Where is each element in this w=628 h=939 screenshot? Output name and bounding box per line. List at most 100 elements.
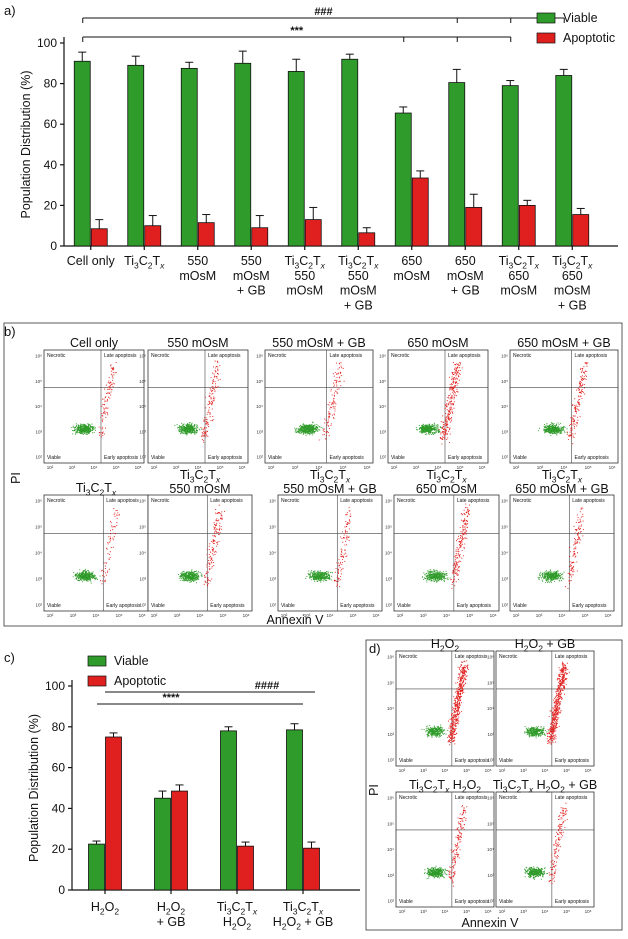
bar-viable-4 xyxy=(287,71,305,247)
flow-y-tick: 10⁵ xyxy=(35,379,42,384)
flow-x-tick: 10⁵ xyxy=(116,613,123,618)
flow-x-tick: 10⁵ xyxy=(466,613,473,618)
plot-frame xyxy=(264,349,374,464)
flow-y-tick: 10⁶ xyxy=(139,499,146,504)
y-tick-label: 60 xyxy=(52,761,66,775)
flow-x-tick: 10⁵ xyxy=(582,613,589,618)
flow-x-tick: 10³ xyxy=(536,613,543,618)
bar-viable-0 xyxy=(73,60,91,247)
y-tick-label: 40 xyxy=(52,801,66,815)
flow-plot-title: 650 mOsM xyxy=(416,482,477,496)
flow-x-tick: 10⁵ xyxy=(463,768,470,773)
flow-plot: Necrotic Late apoptosis Viable Early apopto… xyxy=(487,650,595,773)
flow-x-tick: 10³ xyxy=(420,613,427,618)
flow-y-tick: 10³ xyxy=(387,732,394,737)
flow-x-tick: 10² xyxy=(281,613,288,618)
flow-x-tick: 10⁴ xyxy=(442,909,449,914)
quad-label-necrotic: Necrotic xyxy=(499,654,518,660)
flow-y-tick: 10² xyxy=(487,758,494,763)
x-tick-label: + GB xyxy=(344,298,373,312)
bar-viable-3 xyxy=(234,62,252,247)
flow-y-tick: 10⁵ xyxy=(139,525,146,530)
plot-frame xyxy=(395,791,495,908)
quad-label-necrotic: Necrotic xyxy=(513,353,532,359)
flow-x-tick: 10² xyxy=(151,613,158,618)
flow-y-tick: 10⁶ xyxy=(387,655,394,660)
flow-y-tick: 10⁴ xyxy=(269,551,276,556)
quad-label-necrotic: Necrotic xyxy=(47,353,66,359)
flow-plot-title: Ti3C2Tx xyxy=(542,468,583,485)
flow-x-tick: 10⁵ xyxy=(220,613,227,618)
plot-frame xyxy=(43,494,149,612)
flow-dots xyxy=(305,506,352,588)
plot-frame xyxy=(495,791,595,908)
flow-y-tick: 10² xyxy=(387,899,394,904)
bar-viable-5 xyxy=(341,58,359,247)
plot-frame xyxy=(509,494,615,612)
flow-x-axis-label: Annexin V xyxy=(462,916,520,930)
quad-label-early: Early apoptosis xyxy=(572,603,607,609)
y-tick-label: 0 xyxy=(58,883,65,897)
flow-x-tick: 10² xyxy=(47,613,54,618)
quad-label-late: Late apoptosis xyxy=(555,654,588,660)
flow-x-tick: 10⁵ xyxy=(563,909,570,914)
x-tick-label: Ti3C2Tx xyxy=(499,254,540,271)
plot-frame xyxy=(393,494,500,612)
panel-label-a: a) xyxy=(4,3,16,18)
quad-label-necrotic: Necrotic xyxy=(399,795,418,801)
flow-y-tick: 10² xyxy=(501,603,508,608)
flow-plot-title: 550 mOsM + GB xyxy=(272,336,365,350)
flow-x-tick: 10³ xyxy=(413,465,420,470)
quad-label-late: Late apoptosis xyxy=(104,353,137,359)
flow-plot: Necrotic Late apoptosis Viable Early apopto… xyxy=(501,494,615,618)
quad-label-early: Early apoptosis xyxy=(575,455,610,461)
flow-x-tick: 10² xyxy=(513,465,520,470)
quad-label-viable: Viable xyxy=(397,603,411,609)
flow-y-tick: 10⁵ xyxy=(501,379,508,384)
x-tick-label: mOsM xyxy=(233,269,270,283)
bar-apoptotic-3 xyxy=(251,227,269,247)
bar-apoptotic-1 xyxy=(171,790,188,891)
bar-viable-1 xyxy=(127,64,145,247)
flow-y-tick: 10⁵ xyxy=(256,379,263,384)
plot-frame xyxy=(509,349,619,464)
flow-x-tick: 10³ xyxy=(173,465,180,470)
flow-x-tick: 10⁴ xyxy=(435,465,442,470)
bar-viable-9 xyxy=(555,75,573,247)
flow-x-tick: 10⁶ xyxy=(364,465,371,470)
quad-label-early: Early apoptosis xyxy=(340,603,375,609)
flow-x-tick: 10² xyxy=(391,465,398,470)
flow-plot: Necrotic Late apoptosis Viable Early apopto… xyxy=(501,349,619,470)
flow-dots xyxy=(174,360,221,443)
flow-y-tick: 10⁶ xyxy=(487,655,494,660)
chart-a: a) 0 20 40 60 80 100 Population Distribution (%… xyxy=(4,3,618,312)
flow-y-tick: 10⁴ xyxy=(387,706,394,711)
flow-x-tick: 10² xyxy=(499,909,506,914)
quad-label-viable: Viable xyxy=(499,899,513,905)
panel-d-border xyxy=(365,639,623,931)
bar-apoptotic-3 xyxy=(303,847,320,891)
flow-x-tick: 10⁴ xyxy=(197,613,204,618)
flow-y-tick: 10³ xyxy=(501,577,508,582)
flow-x-tick: 10⁴ xyxy=(542,768,549,773)
flow-plot: Necrotic Late apoptosis Viable Early apopto… xyxy=(256,349,374,470)
plot-frame xyxy=(147,349,249,464)
x-tick-label: 550 xyxy=(348,269,369,283)
quad-label-viable: Viable xyxy=(499,758,513,764)
flow-x-tick: 10³ xyxy=(174,613,181,618)
quad-label-early: Early apoptosis xyxy=(210,603,245,609)
flow-plot-title: Ti3C2Tx xyxy=(426,468,467,485)
flow-y-tick: 10³ xyxy=(139,577,146,582)
flow-y-tick: 10³ xyxy=(379,429,386,434)
flow-y-tick: 10² xyxy=(487,899,494,904)
flow-plot-title: 550 mOsM xyxy=(169,482,230,496)
bar-apoptotic-2 xyxy=(237,845,254,891)
flow-x-tick: 10² xyxy=(151,465,158,470)
flow-y-tick: 10⁶ xyxy=(501,499,508,504)
flow-y-tick: 10³ xyxy=(35,577,42,582)
flow-y-tick: 10⁴ xyxy=(501,551,508,556)
flow-y-tick: 10⁶ xyxy=(256,354,263,359)
x-tick-label: H2O2 xyxy=(91,900,120,917)
x-tick-label: H2O2 + GB xyxy=(273,915,334,932)
flow-x-tick: 10⁶ xyxy=(239,465,246,470)
